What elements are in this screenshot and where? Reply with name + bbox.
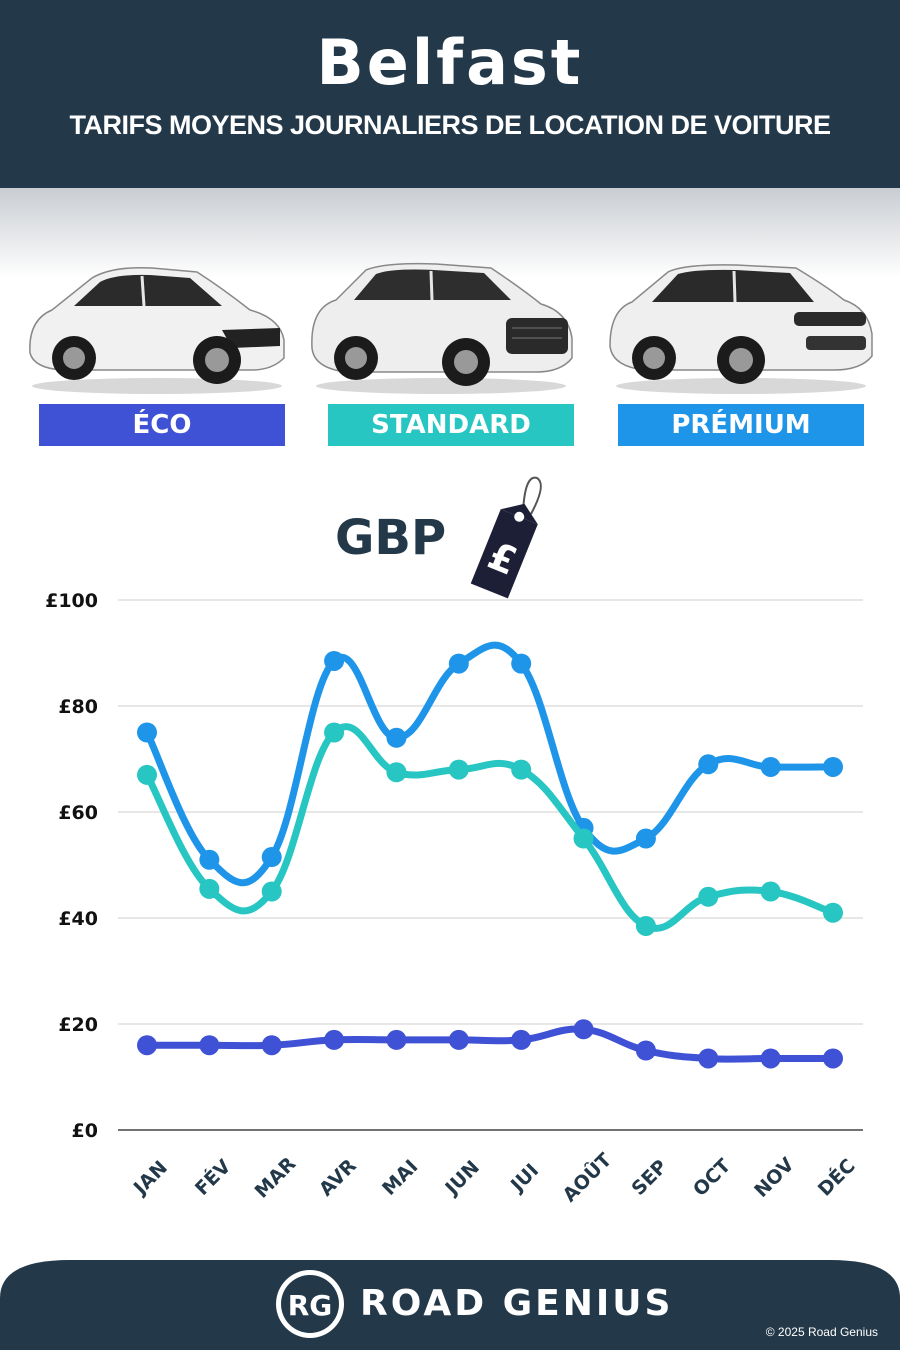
data-point-éco (698, 1048, 719, 1069)
data-point-standard (448, 759, 469, 780)
data-point-prémium (324, 650, 345, 671)
x-tick-label: MAI (378, 1156, 422, 1200)
data-point-prémium (760, 756, 781, 777)
footer: RG (0, 1260, 900, 1350)
city-title: Belfast (316, 26, 584, 99)
x-tick-label: JUI (505, 1160, 543, 1198)
data-point-standard (199, 878, 220, 899)
data-point-prémium (386, 727, 407, 748)
data-point-éco (448, 1029, 469, 1050)
data-point-standard (386, 762, 407, 783)
x-tick-label: OCT (689, 1155, 735, 1201)
brand-name: ROAD GENIUS (360, 1283, 674, 1324)
data-point-standard (823, 902, 843, 923)
data-point-éco (573, 1019, 594, 1040)
data-point-prémium (823, 756, 843, 777)
data-point-standard (511, 759, 532, 780)
y-tick-label: £40 (58, 908, 98, 930)
data-point-standard (760, 881, 781, 902)
y-tick-label: £80 (58, 696, 98, 718)
data-point-standard (324, 722, 345, 743)
y-tick-label: £100 (45, 590, 98, 612)
series-line-éco (143, 1025, 837, 1063)
copyright: © 2025 Road Genius (765, 1325, 878, 1339)
price-tag-icon: £ (470, 476, 542, 599)
badge-premium: PRÉMIUM (618, 404, 864, 446)
data-point-éco (511, 1029, 532, 1050)
y-tick-label: £0 (72, 1120, 98, 1142)
standard-car-image (311, 262, 573, 394)
chart-subtitle: TARIFS MOYENS JOURNALIERS DE LOCATION DE… (69, 110, 831, 140)
data-point-standard (573, 828, 594, 849)
data-point-éco (635, 1040, 656, 1061)
x-tick-label: JAN (128, 1157, 172, 1201)
data-point-standard (635, 915, 656, 936)
premium-car-image (609, 264, 873, 394)
data-point-éco (137, 1035, 157, 1056)
data-point-éco (386, 1029, 407, 1050)
data-point-prémium (511, 653, 532, 674)
x-tick-label: MAR (251, 1153, 301, 1203)
x-tick-label: NOV (750, 1153, 798, 1201)
data-point-prémium (448, 653, 469, 674)
data-point-standard (698, 886, 719, 907)
data-point-prémium (199, 849, 220, 870)
x-tick-label: JUN (440, 1156, 484, 1200)
data-point-standard (261, 881, 282, 902)
data-point-standard (137, 764, 157, 785)
data-point-éco (199, 1035, 220, 1056)
eco-car-image (29, 266, 285, 394)
currency-label: GBP (335, 510, 447, 566)
data-point-prémium (698, 754, 719, 775)
data-point-prémium (261, 847, 282, 868)
logo-letters: RG (288, 1289, 333, 1322)
data-point-prémium (137, 722, 157, 743)
data-point-éco (823, 1048, 843, 1069)
data-point-éco (324, 1029, 345, 1050)
x-tick-label: AOÛT (557, 1148, 616, 1207)
data-point-prémium (635, 828, 656, 849)
x-tick-label: DÉC (813, 1154, 859, 1200)
data-point-éco (760, 1048, 781, 1069)
line-chart: £0 £20 £40 £60 £80 £100 JAN FÉV MAR AVR MAI JUN JUI A… (45, 590, 863, 1207)
x-tick-label: SEP (628, 1156, 672, 1200)
badge-eco: ÉCO (39, 404, 285, 446)
header: Belfast TARIFS MOYENS JOURNALIERS DE LOC… (0, 0, 900, 188)
y-tick-label: £20 (58, 1014, 98, 1036)
x-tick-label: AVR (315, 1155, 361, 1201)
data-point-éco (261, 1035, 282, 1056)
y-tick-label: £60 (58, 802, 98, 824)
badge-standard: STANDARD (328, 404, 574, 446)
header-shadow (0, 188, 900, 278)
x-tick-label: FÉV (190, 1155, 235, 1200)
